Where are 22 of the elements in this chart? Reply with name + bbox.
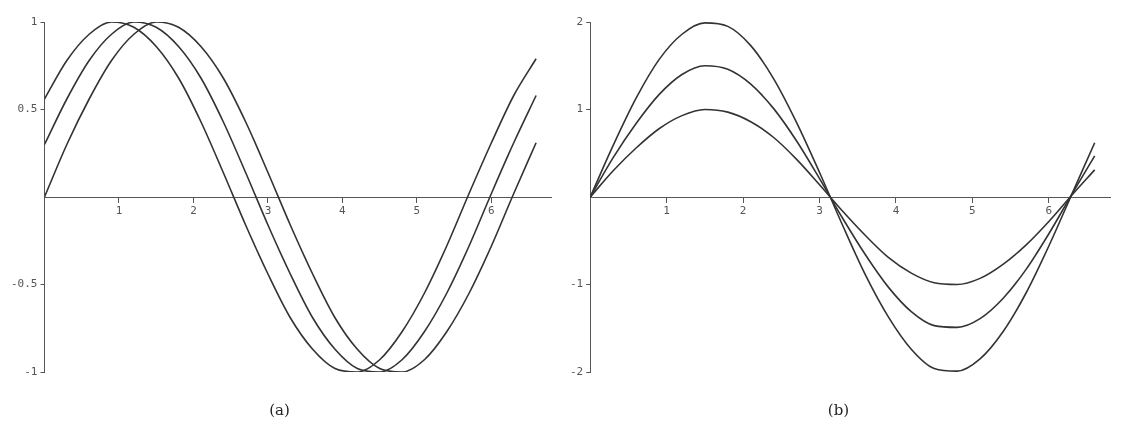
y-tick-label: -1 bbox=[24, 364, 38, 378]
x-tick-label: 3 bbox=[816, 204, 823, 218]
x-tick-label: 6 bbox=[1045, 204, 1053, 218]
y-tick-label: 0.5 bbox=[17, 102, 38, 116]
y-tick-label: -0.5 bbox=[10, 277, 38, 291]
x-tick-label: 5 bbox=[413, 204, 421, 218]
y-tick-label: 2 bbox=[576, 14, 584, 28]
text: (a) bbox=[269, 400, 290, 419]
x-tick-label: 4 bbox=[339, 204, 347, 218]
x-tick-label: 4 bbox=[892, 204, 900, 218]
y-tick-label: 1 bbox=[576, 102, 584, 116]
x-tick-label: 6 bbox=[488, 204, 495, 218]
x-tick-label: 5 bbox=[969, 204, 976, 218]
x-tick-label: 2 bbox=[190, 204, 197, 218]
x-tick-label: 1 bbox=[663, 204, 670, 218]
x-tick-label: 3 bbox=[264, 204, 272, 218]
y-tick-label: -2 bbox=[570, 364, 584, 378]
y-tick-label: -1 bbox=[570, 277, 584, 291]
x-tick-label: 2 bbox=[739, 204, 747, 218]
x-tick-label: 1 bbox=[115, 204, 123, 218]
y-tick-label: 1 bbox=[30, 14, 38, 28]
text: (b) bbox=[827, 400, 850, 419]
